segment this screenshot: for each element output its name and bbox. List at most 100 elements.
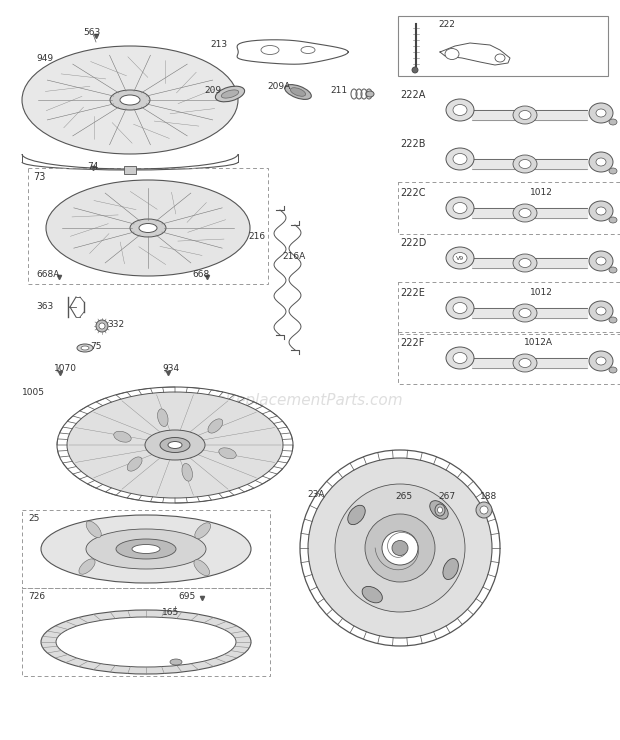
Ellipse shape — [86, 521, 101, 537]
Ellipse shape — [208, 419, 223, 433]
Text: 209A: 209A — [267, 82, 290, 91]
Ellipse shape — [127, 457, 142, 471]
Bar — [22, 588, 270, 676]
Circle shape — [476, 502, 492, 518]
Ellipse shape — [446, 297, 474, 319]
Ellipse shape — [435, 504, 445, 516]
Bar — [398, 282, 620, 334]
Ellipse shape — [589, 251, 613, 271]
Bar — [395, 498, 419, 518]
Ellipse shape — [596, 257, 606, 265]
Ellipse shape — [596, 158, 606, 166]
Ellipse shape — [589, 301, 613, 321]
Text: 222A: 222A — [400, 90, 425, 100]
Text: 216: 216 — [248, 232, 265, 241]
Ellipse shape — [301, 47, 315, 53]
Ellipse shape — [519, 309, 531, 317]
Ellipse shape — [194, 559, 210, 576]
Ellipse shape — [56, 617, 236, 667]
Text: 23A: 23A — [307, 490, 324, 499]
Ellipse shape — [160, 437, 190, 452]
Ellipse shape — [453, 352, 467, 363]
Ellipse shape — [519, 358, 531, 368]
Ellipse shape — [290, 88, 306, 96]
Ellipse shape — [446, 99, 474, 121]
Ellipse shape — [609, 119, 617, 125]
Ellipse shape — [495, 54, 505, 62]
Ellipse shape — [453, 104, 467, 115]
Ellipse shape — [46, 180, 250, 276]
Ellipse shape — [215, 86, 245, 102]
Ellipse shape — [453, 252, 467, 263]
Bar — [398, 16, 608, 76]
Ellipse shape — [195, 522, 211, 539]
Ellipse shape — [67, 392, 283, 498]
Ellipse shape — [513, 106, 537, 124]
Text: 1012A: 1012A — [524, 338, 553, 347]
Ellipse shape — [335, 484, 465, 612]
Ellipse shape — [519, 258, 531, 267]
Text: 216A: 216A — [282, 252, 305, 261]
Ellipse shape — [438, 507, 443, 513]
Text: 165: 165 — [162, 608, 179, 617]
Ellipse shape — [513, 354, 537, 372]
Ellipse shape — [41, 610, 251, 674]
Ellipse shape — [219, 448, 236, 459]
Ellipse shape — [589, 201, 613, 221]
Bar — [28, 168, 268, 284]
Ellipse shape — [182, 463, 192, 481]
Ellipse shape — [589, 152, 613, 172]
Ellipse shape — [445, 49, 459, 59]
Ellipse shape — [157, 409, 168, 426]
Ellipse shape — [596, 207, 606, 215]
Text: 1005: 1005 — [22, 388, 45, 397]
Text: 188: 188 — [480, 492, 497, 501]
Text: 1012: 1012 — [530, 288, 553, 297]
Ellipse shape — [519, 160, 531, 169]
Ellipse shape — [609, 317, 617, 323]
Ellipse shape — [130, 219, 166, 237]
Ellipse shape — [596, 109, 606, 117]
Ellipse shape — [609, 267, 617, 273]
Text: 211: 211 — [330, 86, 347, 95]
Ellipse shape — [513, 254, 537, 272]
Ellipse shape — [348, 505, 365, 525]
Ellipse shape — [446, 197, 474, 219]
Ellipse shape — [609, 168, 617, 174]
Text: V9: V9 — [456, 257, 464, 261]
Ellipse shape — [86, 529, 206, 569]
Ellipse shape — [589, 103, 613, 123]
Text: 695: 695 — [178, 592, 195, 601]
Ellipse shape — [430, 501, 448, 519]
Ellipse shape — [446, 148, 474, 170]
Text: 222B: 222B — [400, 139, 425, 149]
Text: 25: 25 — [28, 514, 40, 523]
Text: 267: 267 — [438, 492, 455, 501]
Text: 1012: 1012 — [530, 188, 553, 197]
Bar — [398, 182, 620, 234]
Text: 265: 265 — [395, 492, 412, 501]
Ellipse shape — [446, 247, 474, 269]
Ellipse shape — [41, 515, 251, 583]
Bar — [124, 166, 136, 174]
Ellipse shape — [366, 91, 374, 97]
Ellipse shape — [412, 67, 418, 73]
Ellipse shape — [609, 367, 617, 373]
Ellipse shape — [365, 514, 435, 582]
Ellipse shape — [382, 531, 418, 565]
Ellipse shape — [519, 209, 531, 218]
Ellipse shape — [139, 223, 157, 232]
Text: 332: 332 — [107, 320, 124, 329]
Ellipse shape — [596, 307, 606, 315]
Ellipse shape — [443, 559, 458, 579]
Ellipse shape — [589, 351, 613, 371]
Ellipse shape — [513, 304, 537, 322]
Text: 222C: 222C — [400, 188, 425, 198]
Text: 209: 209 — [204, 86, 221, 95]
Ellipse shape — [519, 110, 531, 119]
Text: 934: 934 — [162, 364, 179, 373]
Text: 73: 73 — [33, 172, 45, 182]
Ellipse shape — [221, 90, 239, 98]
Ellipse shape — [110, 90, 150, 110]
Text: 1070: 1070 — [54, 364, 77, 373]
